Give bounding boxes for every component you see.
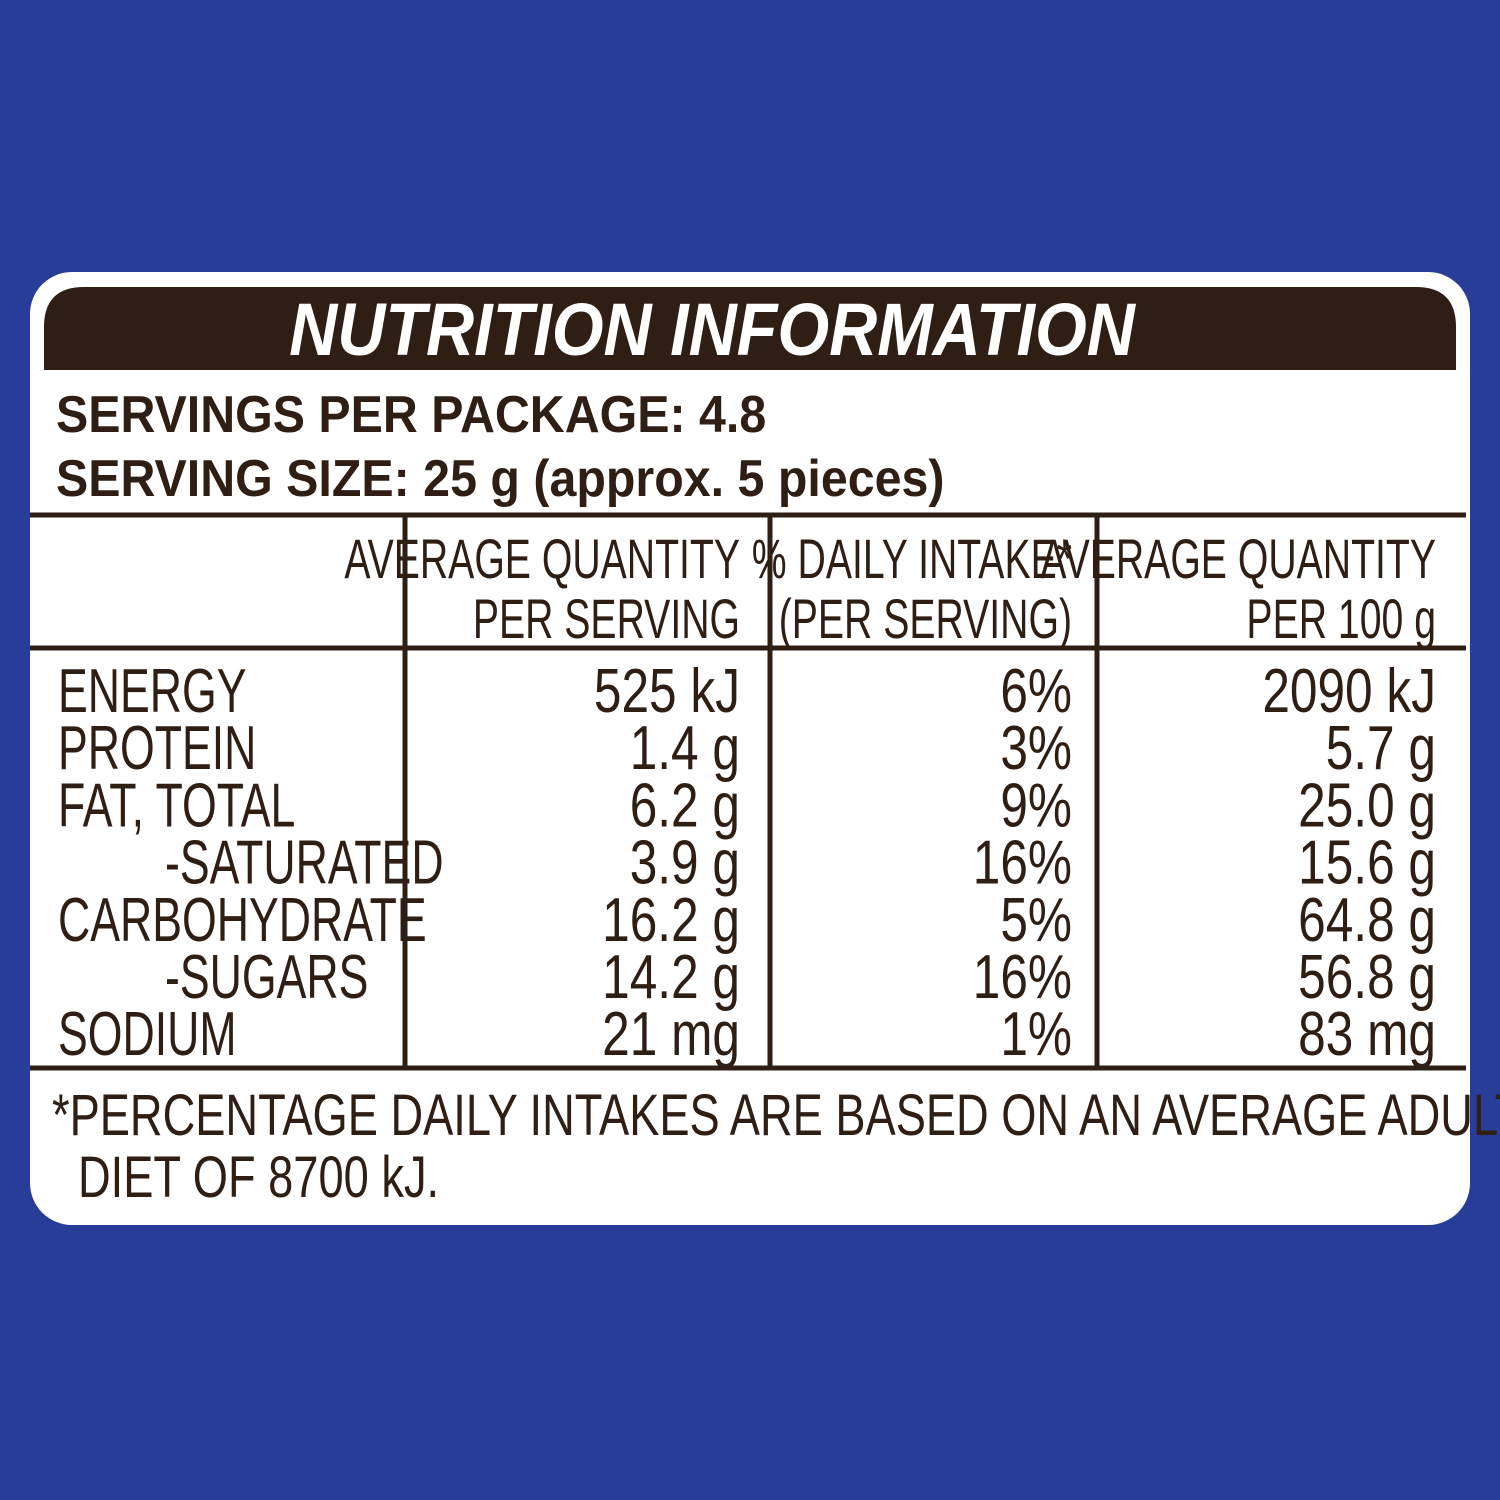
column-header: AVERAGE QUANTITY — [1040, 528, 1436, 591]
serving-line: SERVING SIZE: 25 g (approx. 5 pieces) — [56, 449, 945, 507]
serving-line: SERVINGS PER PACKAGE: 4.8 — [56, 385, 766, 443]
footnote: DIET OF 8700 kJ. — [78, 1146, 439, 1211]
nutrient-value: 5% — [1000, 884, 1072, 954]
column-header: PER 100 g — [1246, 588, 1436, 651]
nutrient-name: SODIUM — [58, 1000, 237, 1069]
nutrient-name: -SATURATED — [165, 829, 444, 898]
nutrient-value: 16.2 g — [602, 884, 740, 954]
column-header: % DAILY INTAKE* — [752, 528, 1072, 591]
nutrient-name: FAT, TOTAL — [58, 771, 295, 840]
nutrient-value: 525 kJ — [594, 656, 740, 726]
nutrient-name: CARBOHYDRATE — [58, 886, 427, 955]
nutrient-value: 25.0 g — [1298, 770, 1436, 840]
nutrient-value: 3.9 g — [630, 827, 740, 897]
nutrient-value: 14.2 g — [602, 942, 740, 1012]
column-header: AVERAGE QUANTITY — [344, 528, 740, 591]
footnote: *PERCENTAGE DAILY INTAKES ARE BASED ON A… — [52, 1084, 1500, 1149]
column-header: PER SERVING — [473, 588, 740, 651]
nutrient-value: 1% — [1000, 999, 1072, 1069]
nutrient-value: 83 mg — [1298, 999, 1436, 1069]
nutrient-value: 2090 kJ — [1262, 656, 1436, 726]
nutrient-value: 56.8 g — [1298, 942, 1436, 1012]
nutrient-value: 16% — [973, 942, 1072, 1012]
nutrient-name: PROTEIN — [58, 714, 256, 783]
nutrient-name: ENERGY — [58, 657, 247, 726]
nutrient-value: 6% — [1000, 656, 1072, 726]
nutrient-value: 3% — [1000, 713, 1072, 783]
nutrient-value: 6.2 g — [630, 770, 740, 840]
nutrient-value: 64.8 g — [1298, 884, 1436, 954]
nutrient-value: 9% — [1000, 770, 1072, 840]
column-header: (PER SERVING) — [779, 588, 1072, 651]
nutrient-value: 15.6 g — [1298, 827, 1436, 897]
nutrient-value: 1.4 g — [630, 713, 740, 783]
nutrient-value: 21 mg — [602, 999, 740, 1069]
title-bar — [44, 287, 1456, 370]
nutrient-value: 5.7 g — [1326, 713, 1436, 783]
table-lines — [30, 512, 1466, 1071]
nutrient-value: 16% — [973, 827, 1072, 897]
title: NUTRITION INFORMATION — [289, 288, 1137, 371]
nutrient-name: -SUGARS — [165, 943, 368, 1012]
card — [30, 272, 1470, 1225]
